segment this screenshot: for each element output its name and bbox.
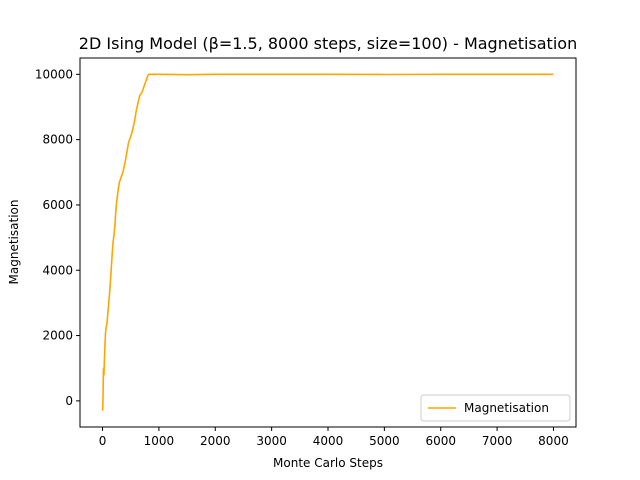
y-tick-label: 10000	[35, 67, 73, 81]
x-tick-label: 0	[99, 434, 107, 448]
plot-frame	[79, 57, 577, 428]
series-lines	[101, 73, 554, 411]
x-tick-label: 6000	[425, 434, 456, 448]
y-tick-label: 6000	[42, 198, 73, 212]
x-tick-label: 4000	[313, 434, 344, 448]
x-tick-label: 8000	[538, 434, 569, 448]
y-axis-label: Magnetisation	[7, 200, 21, 285]
x-axis-ticks: 0 1000 2000 3000 4000 5000 6000 7000 8000	[99, 427, 569, 448]
y-tick-label: 0	[65, 394, 73, 408]
y-tick-label: 2000	[42, 329, 73, 343]
y-tick-label: 8000	[42, 133, 73, 147]
chart-title: 2D Ising Model (β=1.5, 8000 steps, size=…	[79, 34, 577, 53]
x-tick-label: 7000	[482, 434, 513, 448]
series-line-magnetisation	[101, 73, 554, 411]
x-tick-label: 5000	[369, 434, 400, 448]
x-tick-label: 1000	[144, 434, 175, 448]
y-axis-ticks: 0 2000 4000 6000 8000 10000	[35, 67, 80, 408]
y-tick-label: 4000	[42, 263, 73, 277]
legend-label: Magnetisation	[464, 401, 549, 415]
legend-box	[420, 394, 571, 422]
x-axis-label: Monte Carlo Steps	[273, 456, 383, 470]
x-tick-label: 2000	[200, 434, 231, 448]
legend: Magnetisation	[420, 394, 571, 422]
x-tick-label: 3000	[256, 434, 287, 448]
